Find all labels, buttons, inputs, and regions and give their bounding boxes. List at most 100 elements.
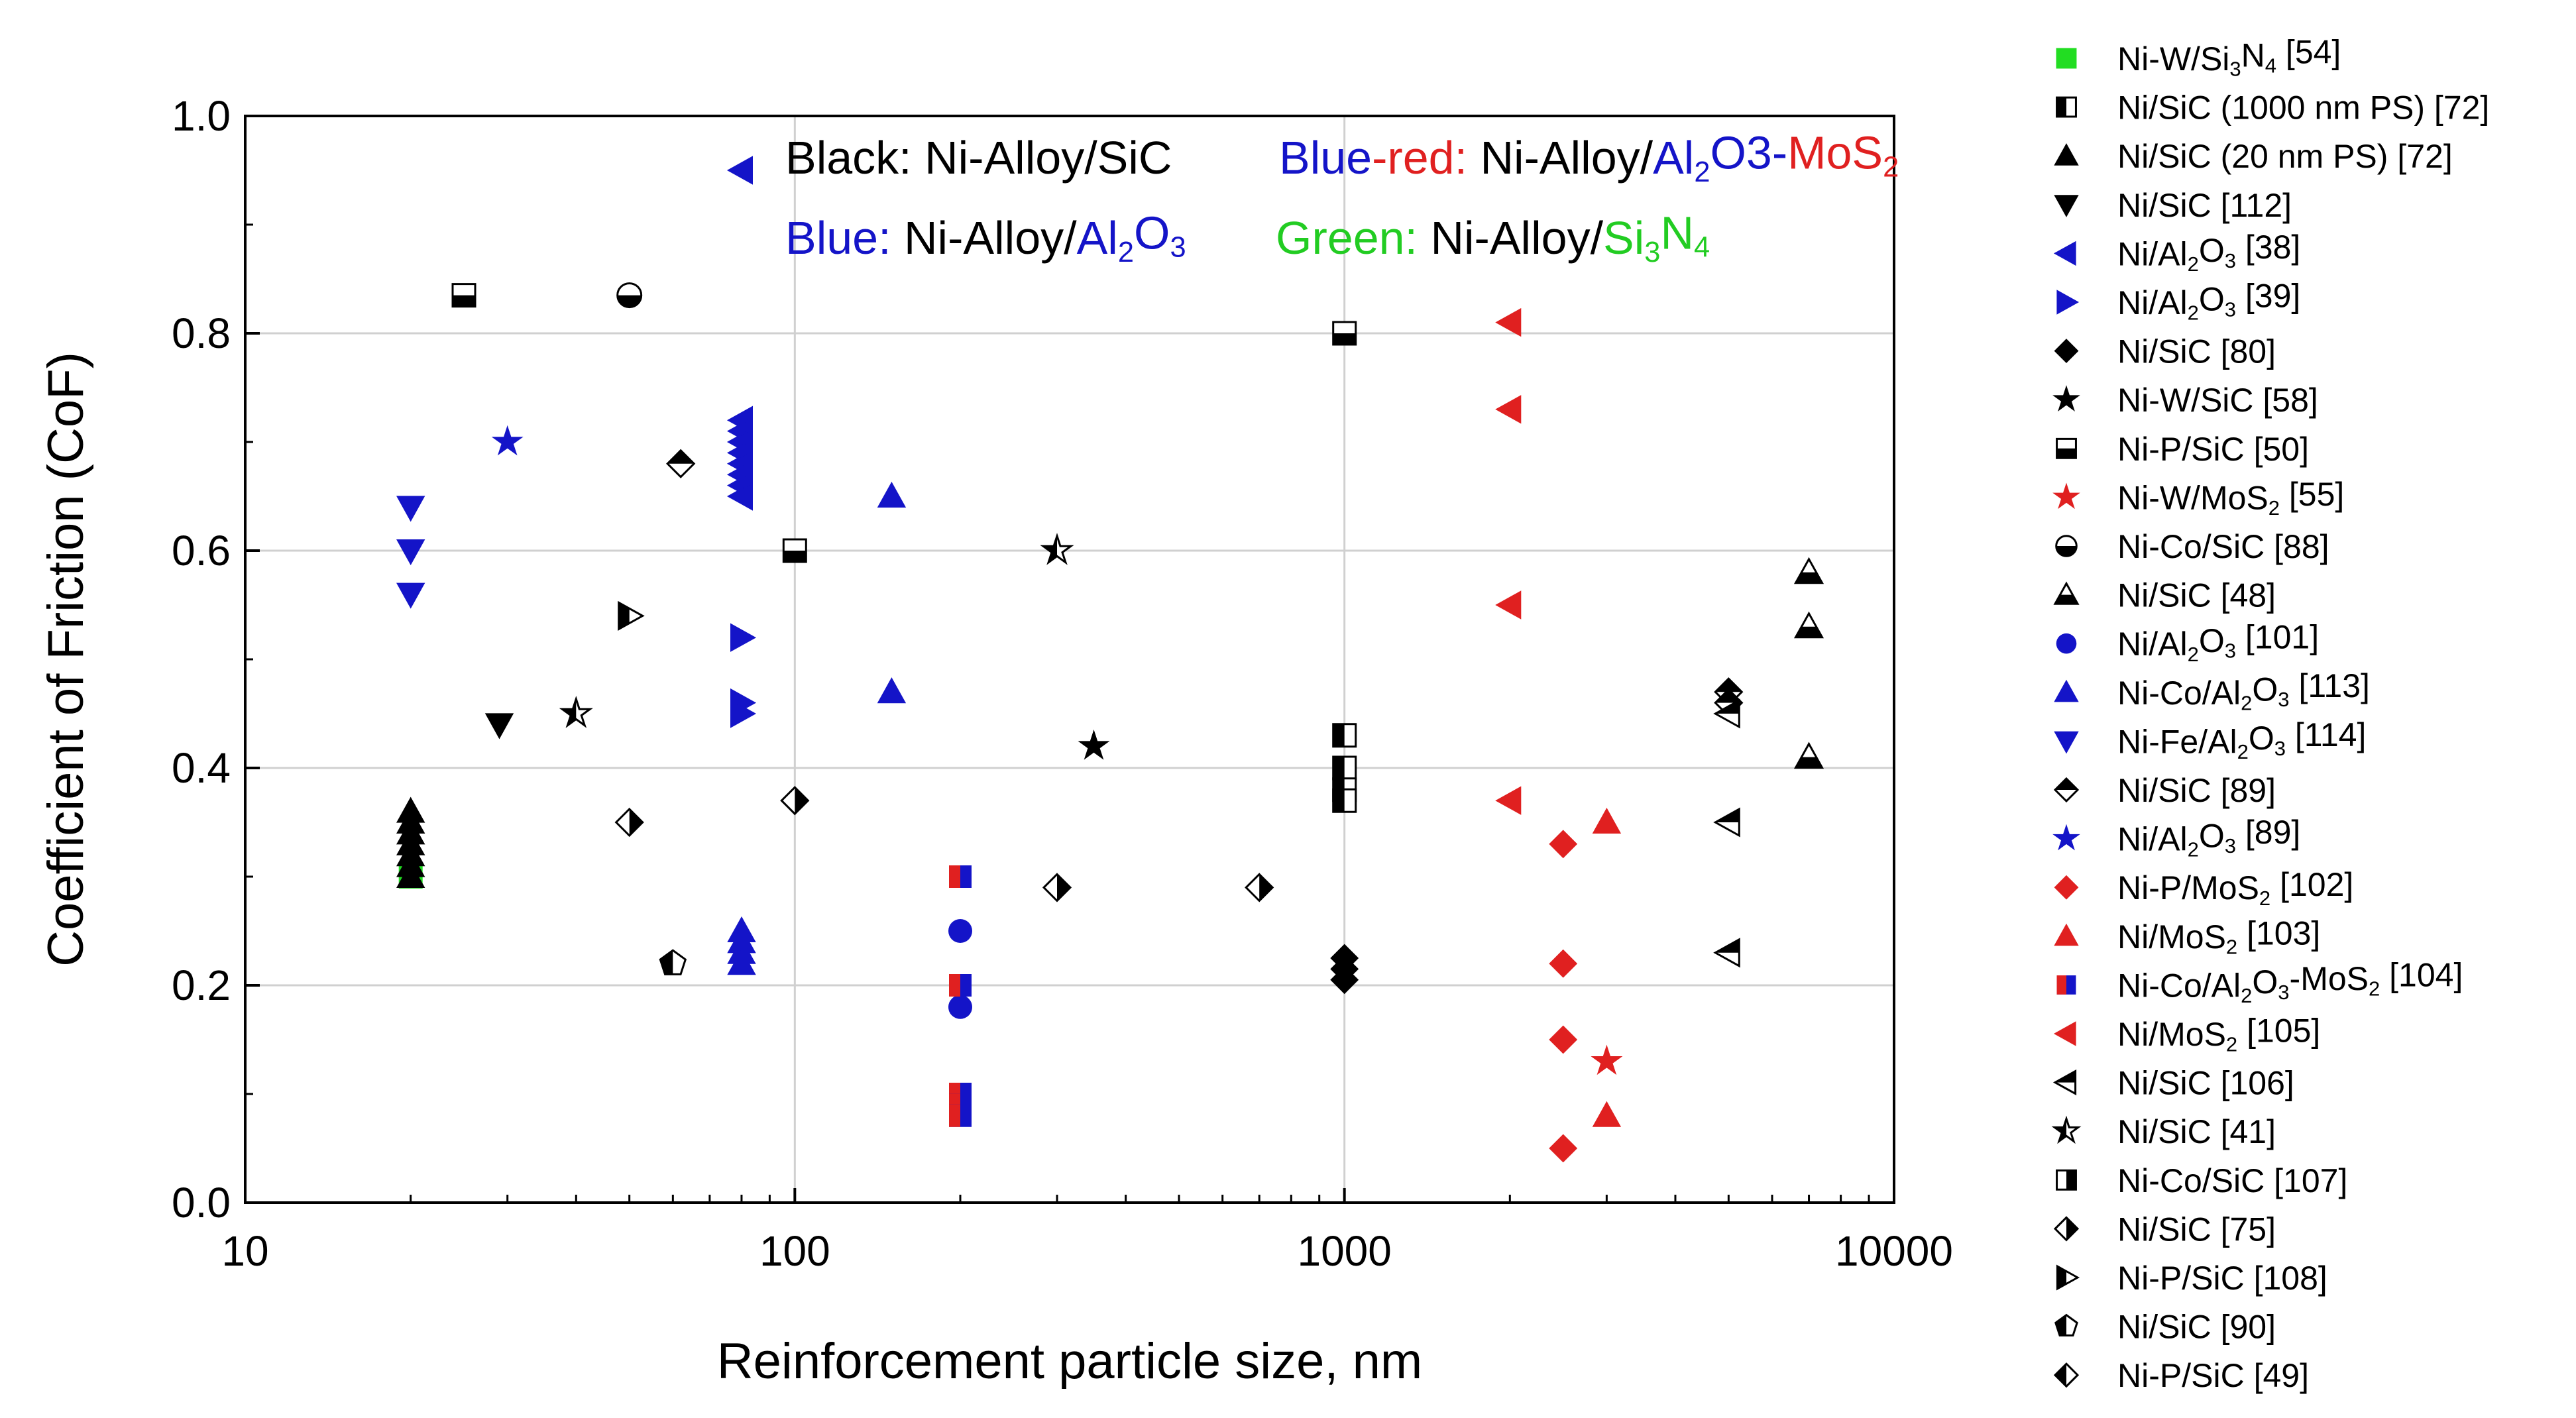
text-run: [55] <box>2280 476 2344 513</box>
legend-marker <box>2056 975 2076 995</box>
legend-marker <box>2053 1216 2080 1242</box>
legend-marker <box>2056 1169 2077 1191</box>
legend-marker <box>2054 923 2079 946</box>
legend-entry: Ni/SiC [41] <box>2051 1113 2276 1150</box>
text-run: [114] <box>2286 716 2366 753</box>
subscript-text: 2 <box>1883 152 1899 184</box>
data-point <box>616 282 643 309</box>
text-run: Si <box>1603 212 1644 264</box>
legend-label: Ni/SiC (1000 nm PS) [72] <box>2117 89 2489 127</box>
data-point <box>559 696 593 728</box>
text-run: Ni-Co/SiC [107] <box>2117 1162 2347 1199</box>
subscript-text: 4 <box>2265 54 2276 77</box>
legend-label: Ni-W/SiC [58] <box>2117 382 2318 419</box>
text-run: O <box>2199 232 2225 269</box>
legend-entry: Ni-W/Si3N4 [54] <box>2056 33 2341 81</box>
subscript-text: 2 <box>2268 496 2280 519</box>
legend-marker <box>2054 1313 2078 1336</box>
data-point <box>727 949 756 975</box>
data-point <box>659 949 687 975</box>
legend-label: Ni/SiC [90] <box>2117 1309 2276 1346</box>
subscript-text: 2 <box>2369 977 2380 1000</box>
text-run: Blue <box>1279 132 1372 184</box>
data-point <box>1713 698 1740 729</box>
data-point <box>877 677 907 704</box>
legend-label: Ni/Al2O3 [39] <box>2117 277 2300 324</box>
subscript-text: 2 <box>2259 887 2270 910</box>
data-point <box>948 995 972 1019</box>
text-run: Ni/SiC [41] <box>2117 1113 2276 1150</box>
data-point <box>1793 611 1824 639</box>
legend-marker <box>2056 290 2080 315</box>
legend-marker <box>2054 679 2079 702</box>
legend-label: Ni-P/SiC [49] <box>2117 1357 2309 1394</box>
legend-entry: Ni/SiC [106] <box>2052 1065 2294 1102</box>
legend-marker <box>2056 437 2077 459</box>
legend-marker <box>2054 731 2079 754</box>
text-run: O <box>2199 817 2225 854</box>
legend-marker <box>2052 1069 2077 1096</box>
text-run: O <box>2252 963 2278 1001</box>
legend-entry: Ni-Co/Al2O3-MoS2 [104] <box>2056 956 2463 1007</box>
legend-entry: Ni/SiC (1000 nm PS) [72] <box>2056 89 2489 127</box>
subscript-text: 4 <box>1694 232 1710 264</box>
legend-entry: Ni/SiC [75] <box>2053 1211 2276 1248</box>
y-tick-label: 0.0 <box>172 1179 231 1227</box>
text-run: Ni/Al <box>2117 821 2188 858</box>
data-point <box>1495 590 1522 620</box>
legend-label: Ni-Co/Al2O3 [113] <box>2117 667 2370 714</box>
subscript-text: 3 <box>2225 834 2236 857</box>
gridlines <box>245 116 1894 1203</box>
data-point <box>949 974 972 997</box>
legend-entry: Ni-P/SiC [49] <box>2053 1357 2309 1394</box>
legend-label: Ni/Al2O3 [38] <box>2117 229 2300 276</box>
data-point <box>451 283 476 308</box>
text-run: Ni-P/MoS <box>2117 869 2259 906</box>
text-run: Blue: <box>785 212 904 264</box>
data-point <box>726 156 753 185</box>
subscript-text: 3 <box>2278 981 2289 1004</box>
color-key-annotations: Black: Ni-Alloy/SiC Blue-red: Ni-Alloy/Al… <box>785 127 1899 269</box>
data-point <box>396 582 425 609</box>
legend-marker <box>2052 385 2080 411</box>
legend-marker <box>2052 824 2080 851</box>
subscript-text: 3 <box>2225 249 2236 272</box>
text-run: Ni-Co/Al <box>2117 967 2241 1004</box>
subscript-text: 2 <box>2226 1033 2237 1056</box>
text-run: -red: <box>1372 132 1480 184</box>
text-run: Ni-P/SiC [50] <box>2117 431 2309 468</box>
text-run: O <box>1134 207 1170 259</box>
legend-label: Ni/MoS2 [105] <box>2117 1012 2320 1056</box>
legend-marker <box>2054 875 2079 900</box>
data-point <box>1040 533 1074 565</box>
data-point <box>726 482 753 511</box>
data-point <box>730 699 757 728</box>
subscript-text: 3 <box>2278 688 2289 711</box>
data-point <box>396 539 425 566</box>
text-run: [101] <box>2236 619 2319 656</box>
plot-frame <box>244 115 1895 1204</box>
text-run: Ni/SiC (20 nm PS) [72] <box>2117 138 2453 175</box>
legend-entry: Ni/Al2O3 [89] <box>2052 814 2300 861</box>
legend-marker <box>2051 1115 2082 1144</box>
text-run: Ni-W/Si <box>2117 40 2229 78</box>
text-run: Ni/Al <box>2117 284 2188 321</box>
text-run: Ni/Al <box>2117 626 2188 663</box>
data-point <box>614 807 644 838</box>
text-run: Ni/SiC [112] <box>2117 187 2292 224</box>
subscript-text: 2 <box>2241 691 2252 714</box>
text-run: -MoS <box>2290 960 2369 997</box>
legend-label: Ni/SiC [112] <box>2117 187 2292 224</box>
legend-entry: Ni/Al2O3 [38] <box>2053 229 2300 276</box>
data-point <box>730 623 757 652</box>
text-run: Green: <box>1276 212 1430 264</box>
data-point <box>1549 1025 1578 1054</box>
data-point <box>1591 1044 1623 1075</box>
data-point <box>1332 321 1357 346</box>
legend-label: Ni-W/Si3N4 [54] <box>2117 33 2341 80</box>
text-run: N <box>1660 207 1694 259</box>
x-tick-label: 100 <box>759 1227 830 1275</box>
y-tick-label: 0.8 <box>172 309 231 357</box>
legend-label: Ni/SiC [80] <box>2117 333 2276 370</box>
subscript-text: 2 <box>2188 643 2199 666</box>
